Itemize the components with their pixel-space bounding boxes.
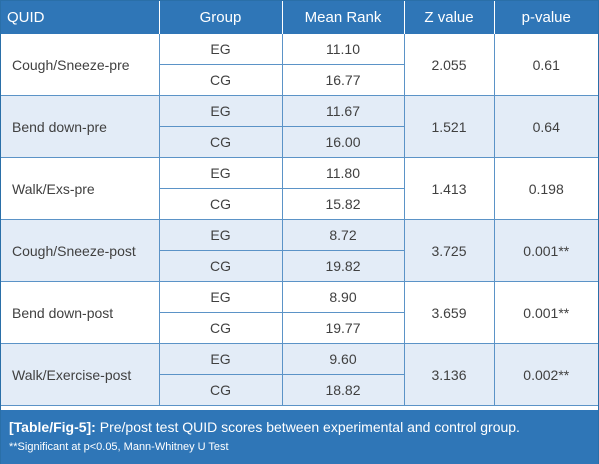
mean-rank-cell: 16.77 <box>281 64 404 96</box>
group-cell: CG <box>159 374 283 406</box>
group-cell: EG <box>158 281 283 313</box>
caption-line: [Table/Fig-5]: Pre/post test QUID scores… <box>9 417 590 437</box>
group-cell: CG <box>159 250 283 282</box>
table-caption: [Table/Fig-5]: Pre/post test QUID scores… <box>1 410 598 464</box>
mean-rank-cell: 19.82 <box>281 250 404 282</box>
z-value-cell: 2.055 <box>403 34 495 96</box>
header-mean-rank: Mean Rank <box>282 1 405 34</box>
table-row: Cough/Sneeze-pre EG 11.10 2.055 0.61 <box>1 34 598 96</box>
z-value-cell: 1.413 <box>403 157 495 220</box>
header-group: Group <box>159 1 283 34</box>
mean-rank-cell: 16.00 <box>281 126 404 158</box>
z-value-cell: 3.136 <box>403 343 495 406</box>
group-cell: EG <box>158 34 283 65</box>
group-cell: EG <box>158 219 283 251</box>
table-row: Walk/Exercise-post EG 9.60 3.136 0.002** <box>1 343 598 406</box>
group-cell: CG <box>159 64 283 96</box>
caption-text: Pre/post test QUID scores between experi… <box>99 419 520 435</box>
table-row: CG 16.00 <box>1 126 598 158</box>
mean-rank-cell: 8.72 <box>281 219 405 251</box>
mean-rank-cell: 18.82 <box>281 374 404 406</box>
z-value-cell: 1.521 <box>403 95 495 158</box>
table-row: Cough/Sneeze-post EG 8.72 3.725 0.001** <box>1 219 598 282</box>
quid-cell: Bend down-post <box>1 281 160 344</box>
mean-rank-cell: 15.82 <box>281 188 404 220</box>
group-cell: CG <box>159 188 283 220</box>
p-value-cell: 0.001** <box>493 219 598 282</box>
group-cell: CG <box>159 312 283 344</box>
header-p-value: p-value <box>494 1 598 34</box>
group-cell: EG <box>158 343 283 375</box>
quid-table: QUID Group Mean Rank Z value p-value Cou… <box>1 1 598 406</box>
quid-cell: Cough/Sneeze-pre <box>1 34 160 96</box>
quid-cell: Walk/Exercise-post <box>1 343 160 406</box>
table-row: Walk/Exs-pre EG 11.80 1.413 0.198 <box>1 157 598 220</box>
group-cell: CG <box>159 126 283 158</box>
mean-rank-cell: 8.90 <box>281 281 405 313</box>
mean-rank-cell: 9.60 <box>281 343 405 375</box>
quid-cell: Cough/Sneeze-post <box>1 219 160 282</box>
z-value-cell: 3.725 <box>403 219 495 282</box>
group-cell: EG <box>158 95 283 127</box>
table-row: CG 19.77 <box>1 312 598 344</box>
p-value-cell: 0.198 <box>493 157 598 220</box>
mean-rank-cell: 11.10 <box>281 34 405 65</box>
z-value-cell: 3.659 <box>403 281 495 344</box>
mean-rank-cell: 11.67 <box>281 95 405 127</box>
quid-cell: Bend down-pre <box>1 95 160 158</box>
table-row: CG 15.82 <box>1 188 598 220</box>
p-value-cell: 0.61 <box>493 34 598 96</box>
p-value-cell: 0.64 <box>493 95 598 158</box>
header-row: QUID Group Mean Rank Z value p-value <box>1 1 598 34</box>
mean-rank-cell: 19.77 <box>281 312 404 344</box>
table-row: Bend down-pre EG 11.67 1.521 0.64 <box>1 95 598 158</box>
caption-note: **Significant at p<0.05, Mann-Whitney U … <box>9 441 229 453</box>
table-row: CG 18.82 <box>1 374 598 406</box>
table-row: CG 16.77 <box>1 64 598 96</box>
mean-rank-cell: 11.80 <box>281 157 405 189</box>
quid-cell: Walk/Exs-pre <box>1 157 160 220</box>
table-row: Bend down-post EG 8.90 3.659 0.001** <box>1 281 598 344</box>
p-value-cell: 0.002** <box>493 343 598 406</box>
caption-label: [Table/Fig-5]: <box>9 419 96 435</box>
table-row: CG 19.82 <box>1 250 598 282</box>
p-value-cell: 0.001** <box>493 281 598 344</box>
header-z-value: Z value <box>404 1 495 34</box>
group-cell: EG <box>158 157 283 189</box>
header-quid: QUID <box>1 1 160 34</box>
